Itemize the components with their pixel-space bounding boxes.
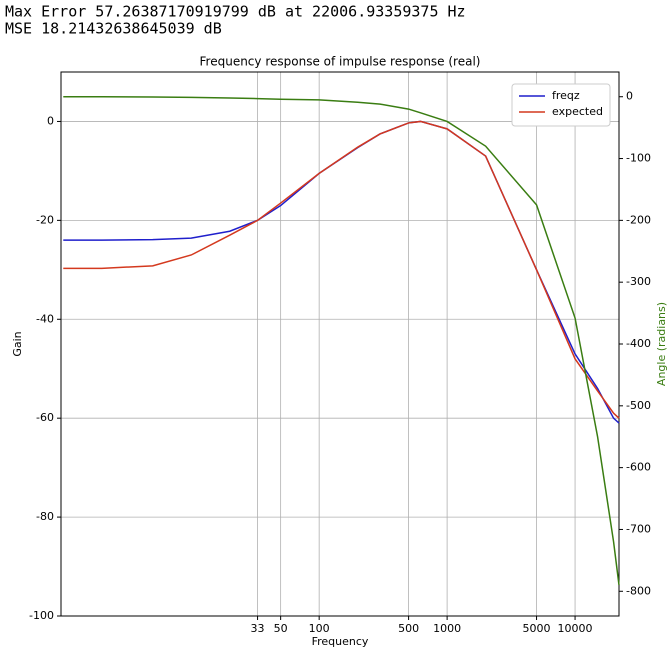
x-tick-label: 10000: [558, 622, 593, 635]
y2-tick-label: -800: [626, 584, 651, 597]
y2-tick-label: -400: [626, 337, 651, 350]
y2-tick-label: -500: [626, 399, 651, 412]
y-tick-label: -100: [29, 609, 54, 622]
y2-tick-label: -600: [626, 461, 651, 474]
y2-tick-label: -200: [626, 213, 651, 226]
x-tick-label: 33: [251, 622, 265, 635]
series-line: [63, 120, 620, 419]
legend-label: freqz: [552, 89, 580, 102]
y2-tick-label: -100: [626, 152, 651, 165]
chart-title: Frequency response of impulse response (…: [200, 55, 481, 69]
legend-box: [511, 83, 611, 127]
x-tick-label: 500: [398, 622, 419, 635]
legend-label: expected: [552, 105, 603, 118]
y-axis-label: Gain: [11, 331, 24, 356]
y-tick-label: -60: [36, 411, 54, 424]
y2-axis-label: Angle (radians): [655, 302, 668, 386]
header-line: MSE 18.21432638645039 dB: [5, 20, 222, 38]
y2-tick-label: -300: [626, 275, 651, 288]
plot-frame: [60, 71, 620, 617]
y2-tick-label: -700: [626, 522, 651, 535]
series-line: [63, 120, 620, 424]
x-tick-label: 5000: [523, 622, 551, 635]
y-tick-label: 0: [47, 114, 54, 127]
x-tick-label: 100: [309, 622, 330, 635]
y-tick-label: -80: [36, 510, 54, 523]
y-tick-label: -20: [36, 213, 54, 226]
x-axis-label: Frequency: [312, 635, 369, 648]
series-line: [63, 95, 620, 586]
x-tick-label: 1000: [433, 622, 461, 635]
y2-tick-label: 0: [626, 90, 633, 103]
header-line: Max Error 57.26387170919799 dB at 22006.…: [5, 3, 466, 21]
x-tick-label: 50: [274, 622, 288, 635]
y-tick-label: -40: [36, 312, 54, 325]
